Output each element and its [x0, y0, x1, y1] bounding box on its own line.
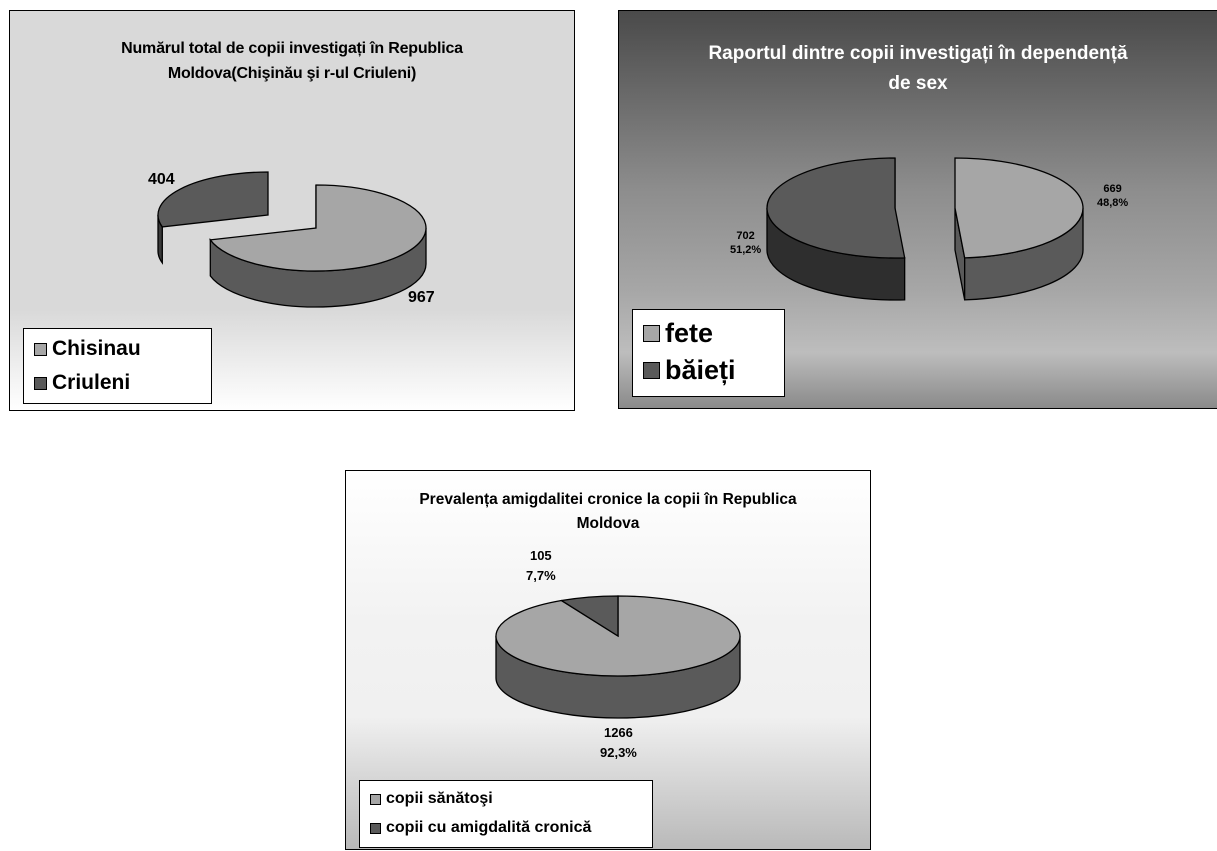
- pie-chart: [766, 157, 1084, 301]
- chart-title-line-2: de sex: [888, 73, 948, 94]
- slice-fete-top: [954, 157, 1084, 259]
- legend-label-chisinau: Chisinau: [52, 337, 141, 360]
- data-label-fete: 669 48,8%: [1097, 182, 1128, 210]
- chart-panel-total-children: Numărul total de copii investigați în Re…: [9, 10, 575, 411]
- legend-item-chisinau: Chisinau: [34, 337, 141, 361]
- legend-item-amigdalita: copii cu amigdalită cronică: [370, 819, 591, 837]
- data-label-amigdalita: 105 7,7%: [526, 546, 556, 586]
- slice-criuleni-top: [157, 171, 269, 228]
- chart-legend: Chisinau Criuleni: [23, 328, 212, 404]
- slice-amigdalita-top: [559, 595, 619, 638]
- legend-swatch-criuleni: [34, 376, 47, 390]
- chart-title-line-1: Numărul total de copii investigați în Re…: [121, 40, 463, 57]
- slice-chisinau-top: [209, 184, 427, 272]
- pie-plot-area: [766, 157, 1084, 301]
- chart-title-line-1: Raportul dintre copii investigați în dep…: [708, 43, 1128, 64]
- legend-label-amigdalita: copii cu amigdalită cronică: [386, 819, 592, 836]
- chart-title-line-2: Moldova: [576, 515, 640, 532]
- data-label-sanatosi-value: 1266: [603, 725, 633, 740]
- chart-title: Numărul total de copii investigați în Re…: [10, 36, 574, 86]
- legend-item-baieti: băieți: [643, 355, 736, 386]
- legend-item-fete: fete: [643, 318, 713, 349]
- legend-label-fete: fete: [665, 318, 714, 348]
- legend-swatch-fete: [643, 325, 660, 342]
- legend-item-criuleni: Criuleni: [34, 371, 130, 395]
- data-label-baieti-percent: 51,2%: [730, 244, 762, 256]
- pie-plot-area: [495, 595, 741, 719]
- legend-item-sanatosi: copii sănătoşi: [370, 790, 493, 808]
- pie-chart: [157, 171, 427, 308]
- chart-legend: copii sănătoşi copii cu amigdalită croni…: [359, 780, 653, 848]
- data-label-criuleni: 404: [148, 171, 175, 188]
- chart-legend: fete băieți: [632, 309, 785, 397]
- data-label-fete-value: 669: [1103, 183, 1122, 195]
- data-label-amigdalita-percent: 7,7%: [526, 568, 556, 583]
- legend-swatch-sanatosi: [370, 793, 381, 805]
- slice-baieti-top: [766, 157, 906, 259]
- data-label-fete-percent: 48,8%: [1097, 197, 1129, 209]
- chart-title: Raportul dintre copii investigați în dep…: [619, 39, 1217, 99]
- data-label-sanatosi-percent: 92,3%: [600, 745, 637, 760]
- pie-chart: [495, 595, 741, 719]
- data-label-chisinau: 967: [408, 289, 435, 306]
- legend-swatch-chisinau: [34, 342, 47, 356]
- legend-label-criuleni: Criuleni: [52, 371, 131, 394]
- legend-swatch-amigdalita: [370, 822, 381, 834]
- legend-label-baieti: băieți: [665, 355, 736, 385]
- chart-title-line-1: Prevalența amigdalitei cronice la copii …: [419, 491, 797, 508]
- chart-title-line-2: Moldova(Chişinău şi r-ul Criuleni): [167, 65, 417, 82]
- legend-swatch-baieti: [643, 362, 660, 379]
- data-label-baieti-value: 702: [736, 230, 755, 242]
- chart-panel-prevalence: Prevalența amigdalitei cronice la copii …: [345, 470, 871, 850]
- pie-plot-area: [157, 171, 427, 308]
- chart-title: Prevalența amigdalitei cronice la copii …: [346, 488, 870, 536]
- data-label-baieti: 702 51,2%: [730, 229, 761, 257]
- legend-label-sanatosi: copii sănătoşi: [386, 790, 493, 807]
- data-label-sanatosi: 1266 92,3%: [600, 723, 637, 763]
- data-label-amigdalita-value: 105: [529, 548, 552, 563]
- chart-panel-sex-ratio: Raportul dintre copii investigați în dep…: [618, 10, 1217, 409]
